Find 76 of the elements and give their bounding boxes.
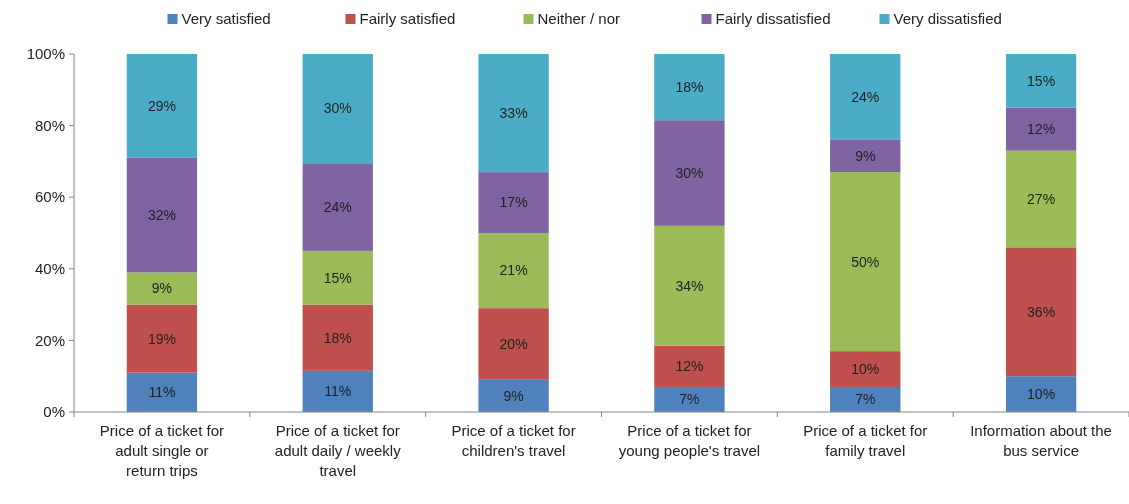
bar	[126, 372, 198, 412]
bar	[830, 54, 901, 140]
data-label: 15%	[1027, 72, 1056, 89]
y-tick-label: 0%	[43, 403, 65, 421]
y-tick-label: 80%	[34, 116, 65, 134]
bar	[302, 54, 373, 164]
x-tick-label: Price of a ticket for family travel	[803, 422, 928, 459]
data-label: 7%	[679, 391, 700, 408]
y-tick-label: 40%	[34, 260, 65, 278]
data-label: 29%	[147, 97, 176, 114]
bar	[654, 54, 725, 121]
data-label: 10%	[1027, 386, 1056, 402]
data-label: 34%	[675, 277, 704, 294]
data-label: 18%	[323, 329, 352, 346]
legend-label: Fairly satisfied	[359, 10, 456, 27]
legend-label: Neither / nor	[537, 10, 621, 27]
bar	[654, 225, 725, 346]
data-label: 21%	[499, 262, 528, 279]
bar	[654, 345, 725, 387]
bar	[1005, 376, 1077, 412]
data-label: 9%	[151, 280, 173, 297]
y-tick-label: 60%	[34, 188, 65, 206]
data-label: 19%	[147, 330, 176, 347]
legend-label: Very dissatisfied	[893, 10, 1002, 27]
bar	[302, 304, 373, 371]
data-label: 33%	[499, 104, 528, 121]
bar	[126, 304, 198, 373]
data-label: 7%	[855, 391, 876, 408]
bar	[654, 386, 725, 412]
bar	[1005, 107, 1077, 151]
data-label: 18%	[675, 79, 704, 96]
data-label: 24%	[323, 198, 352, 215]
bar	[654, 120, 725, 226]
bar	[126, 272, 198, 305]
legend-label: Fairly dissatisfied	[715, 10, 831, 27]
bar	[478, 308, 549, 380]
bar	[830, 172, 901, 352]
x-tick-label: Price of a ticket for adult single or return trips	[99, 422, 225, 479]
data-label: 27%	[1027, 190, 1056, 207]
bar	[478, 379, 549, 412]
bar	[126, 54, 198, 158]
bar	[830, 139, 901, 173]
data-label: 12%	[1027, 121, 1056, 138]
x-tick-label: Information about the bus service	[970, 422, 1112, 459]
y-tick-label: 20%	[34, 331, 65, 349]
bar	[478, 172, 549, 233]
bar	[302, 370, 373, 412]
bar	[1005, 54, 1077, 108]
x-tick-label: Price of a ticket for children's travel	[451, 422, 576, 459]
data-label: 9%	[503, 387, 524, 404]
data-label: 30%	[323, 100, 352, 117]
data-label: 50%	[851, 253, 880, 270]
data-label: 24%	[851, 88, 880, 105]
data-label: 30%	[675, 164, 704, 181]
x-tick-label: Price of a ticket for adult daily / weekly travel	[274, 422, 402, 479]
bar	[302, 163, 373, 251]
bar	[1005, 150, 1077, 248]
data-label: 9%	[855, 147, 876, 164]
bar	[478, 54, 549, 173]
data-label: 36%	[1027, 303, 1056, 320]
x-tick-label: Price of a ticket for young people's travel	[618, 422, 761, 459]
y-tick-label: 100%	[26, 45, 65, 63]
data-label: 32%	[147, 207, 176, 223]
data-label: 12%	[675, 358, 704, 375]
data-label: 17%	[499, 194, 528, 211]
bar	[478, 233, 549, 309]
data-label: 11%	[324, 383, 352, 400]
bar	[830, 351, 901, 387]
bar	[1005, 247, 1077, 377]
data-label: 10%	[851, 360, 880, 377]
legend-label: Very satisfied	[181, 10, 271, 27]
data-label: 11%	[148, 384, 176, 401]
bar	[302, 250, 373, 305]
bar	[126, 157, 198, 273]
data-label: 15%	[323, 269, 352, 286]
data-label: 20%	[499, 335, 528, 352]
